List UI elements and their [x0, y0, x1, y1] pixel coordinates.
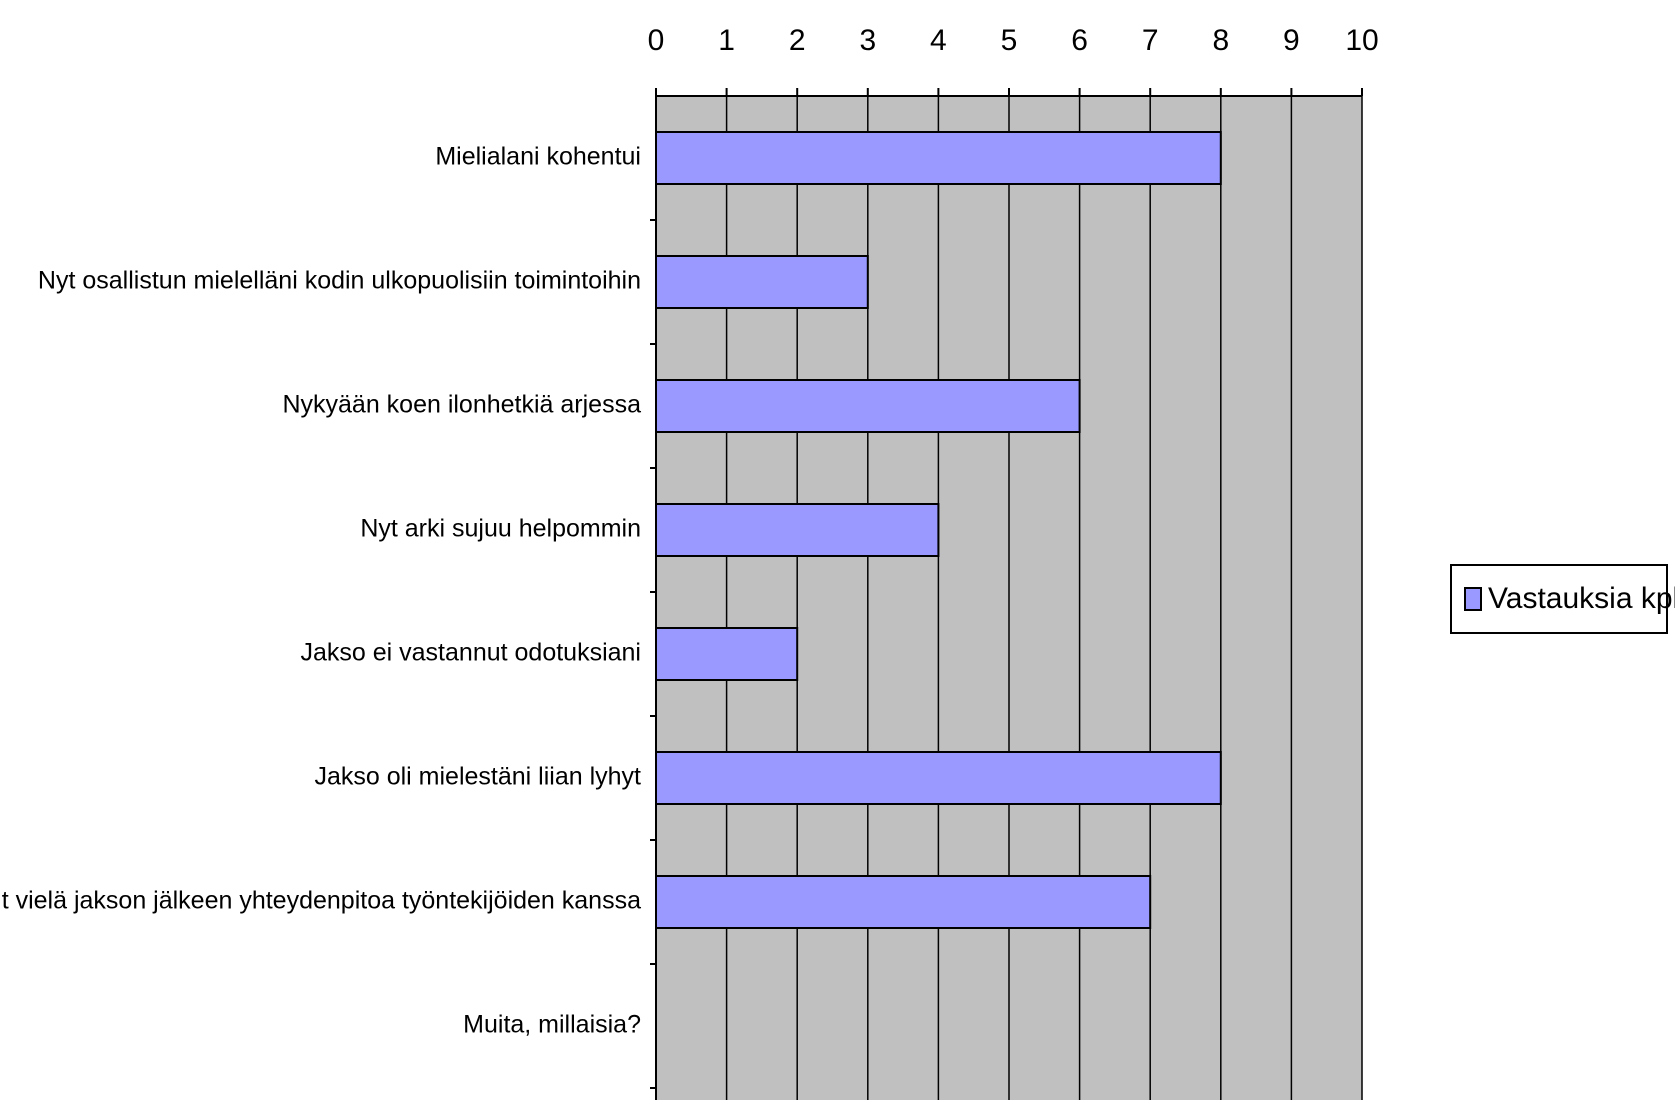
x-tick-label-5: 5 — [1001, 24, 1018, 57]
category-label-5: Jakso oli mielestäni liian lyhyt — [314, 763, 641, 791]
x-tick-label-0: 0 — [648, 24, 665, 57]
x-tick-label-8: 8 — [1212, 24, 1229, 57]
legend: Vastauksia kpl — [1450, 564, 1675, 634]
bar-3 — [655, 503, 940, 557]
bar-0 — [655, 131, 1222, 185]
x-tick-label-9: 9 — [1283, 24, 1300, 57]
x-tick-label-1: 1 — [718, 24, 735, 57]
category-label-6: Olisin toivonut vielä jakson jälkeen yht… — [0, 887, 641, 915]
legend-swatch — [1464, 587, 1482, 611]
category-label-7: Muita, millaisia? — [463, 1011, 641, 1039]
x-tick-label-4: 4 — [930, 24, 947, 57]
bar-4 — [655, 627, 799, 681]
category-label-2: Nykyään koen ilonhetkiä arjessa — [282, 391, 641, 419]
category-label-3: Nyt arki sujuu helpommin — [360, 515, 641, 543]
x-tick-label-3: 3 — [859, 24, 876, 57]
bar-1 — [655, 255, 869, 309]
category-label-4: Jakso ei vastannut odotuksiani — [301, 639, 642, 667]
x-tick-label-2: 2 — [789, 24, 806, 57]
x-tick-label-7: 7 — [1142, 24, 1159, 57]
bar-2 — [655, 379, 1081, 433]
category-label-1: Nyt osallistun mielelläni kodin ulkopuol… — [38, 267, 641, 295]
legend-label: Vastauksia kpl — [1488, 582, 1675, 615]
bar-6 — [655, 875, 1152, 929]
x-tick-label-10: 10 — [1345, 24, 1378, 57]
category-label-0: Mielialani kohentui — [435, 143, 641, 171]
bar-5 — [655, 751, 1222, 805]
x-tick-label-6: 6 — [1071, 24, 1088, 57]
